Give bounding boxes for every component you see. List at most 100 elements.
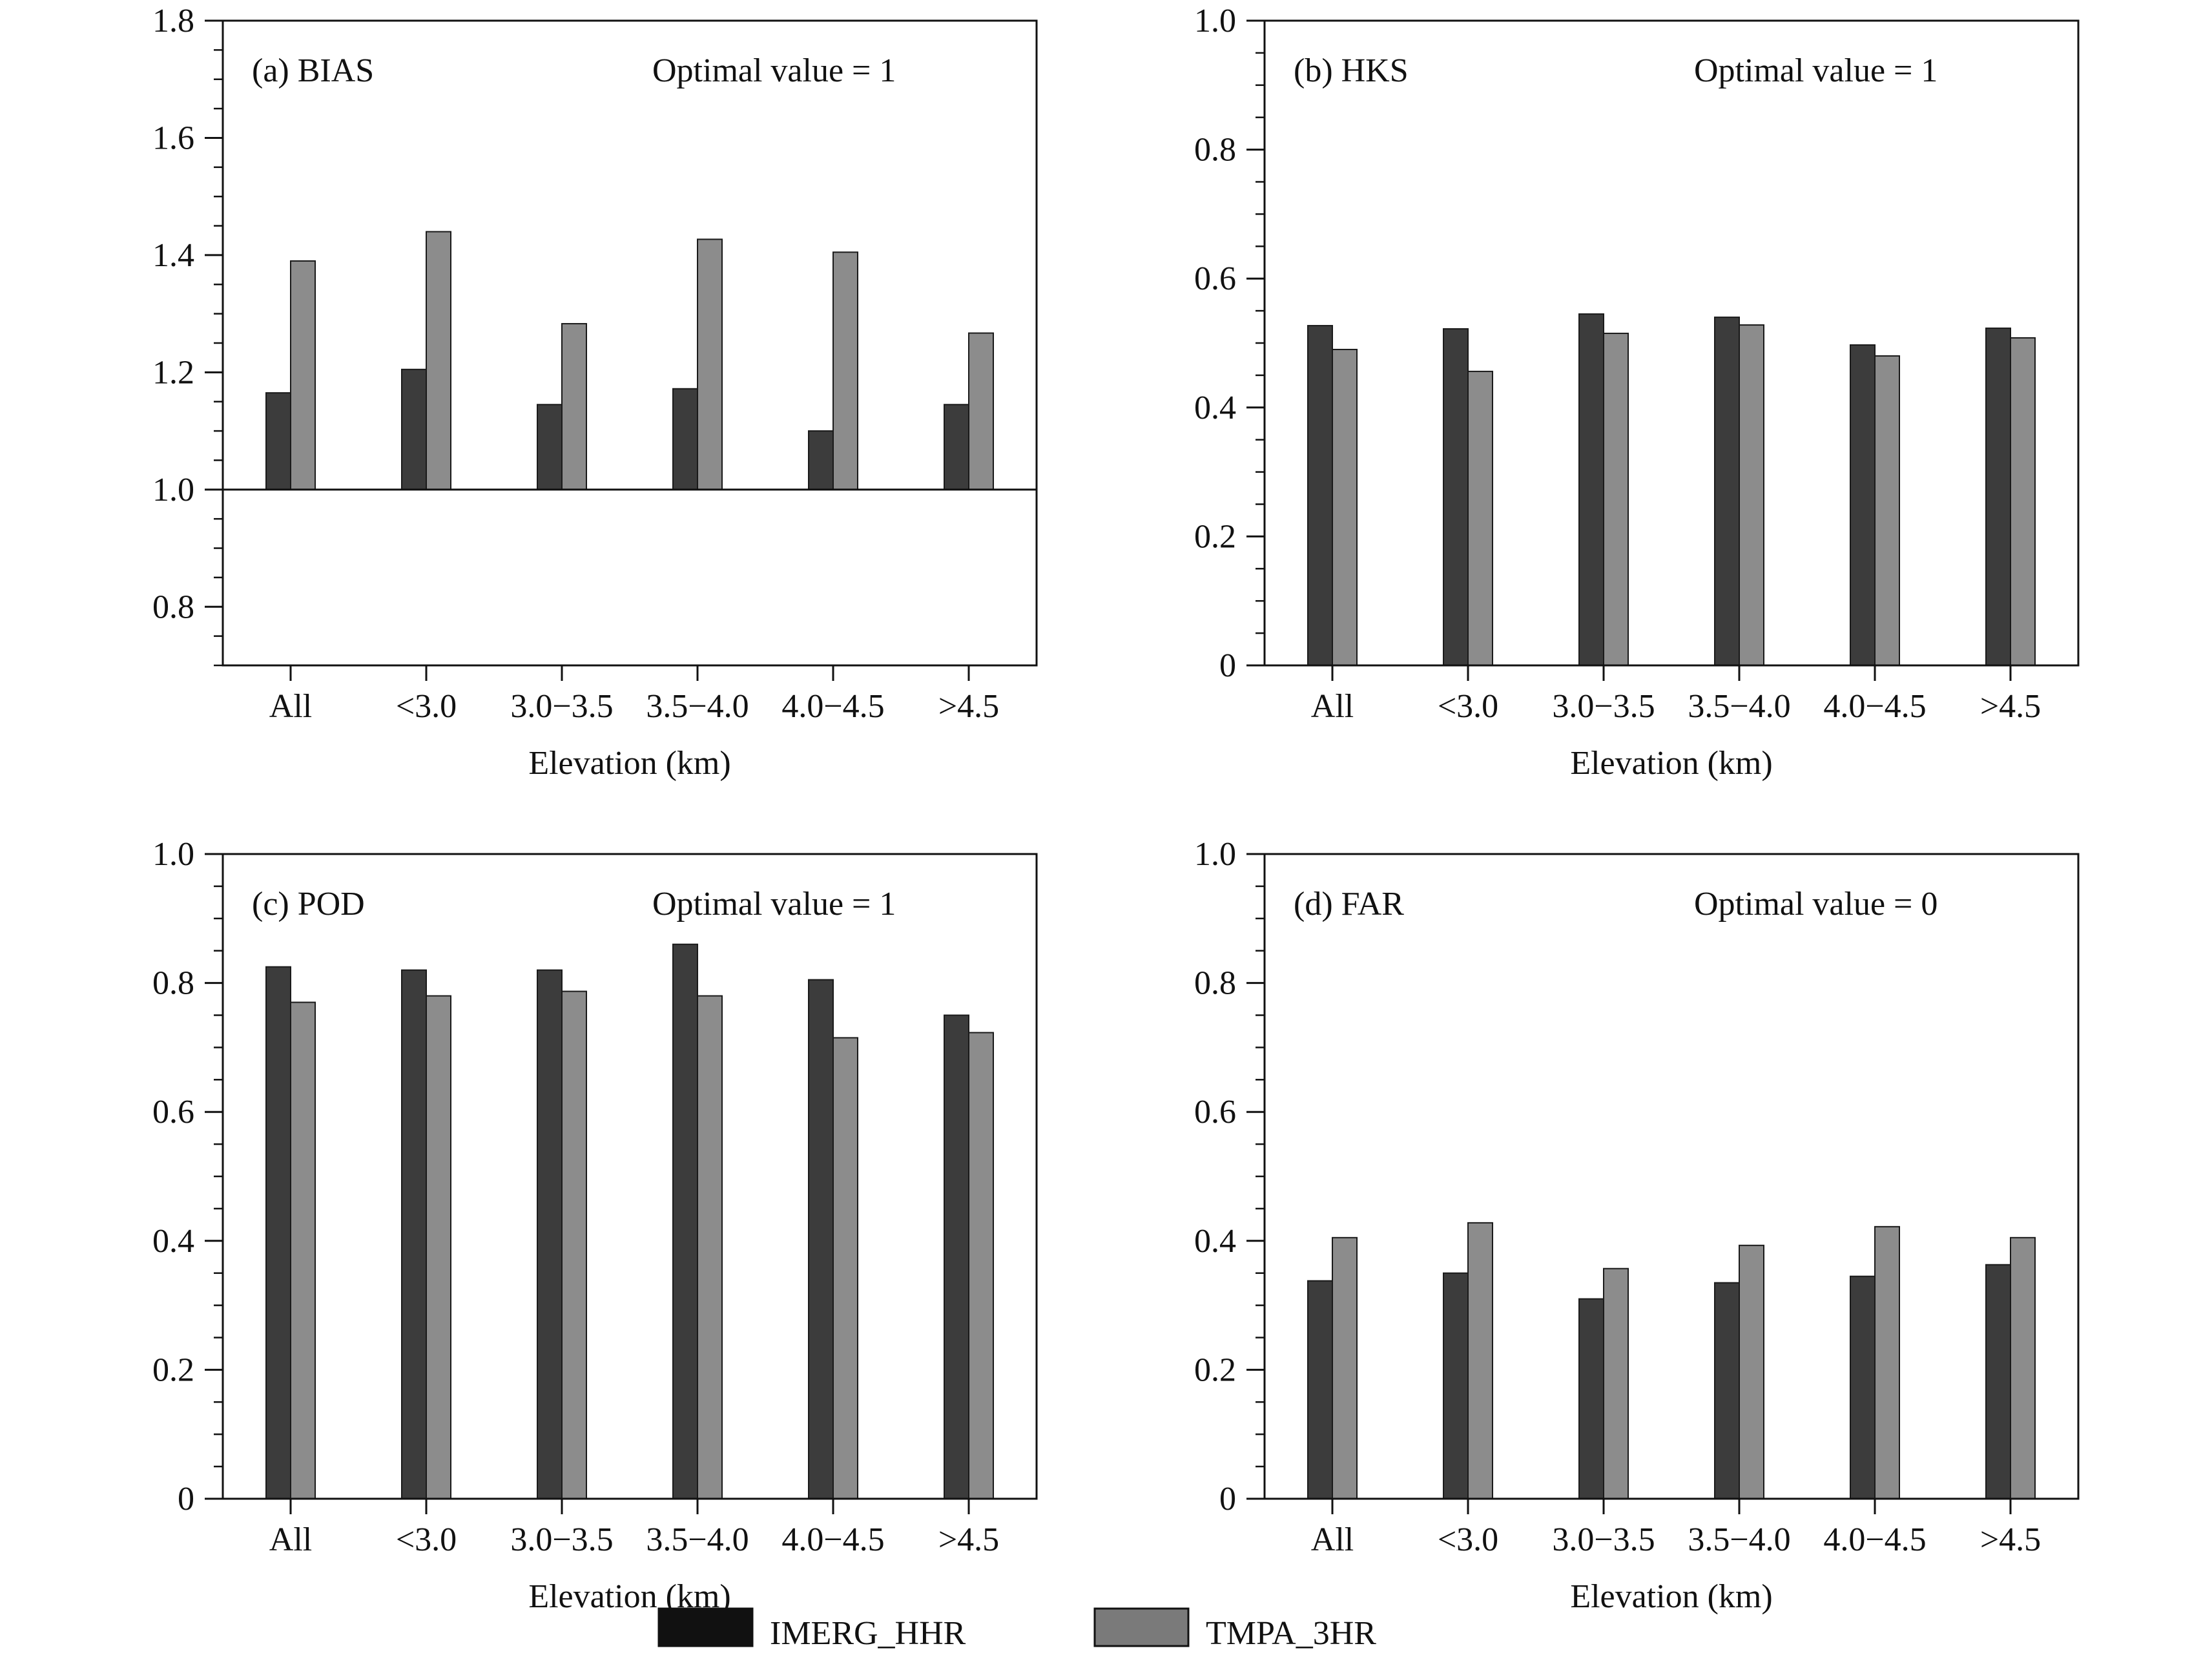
y-tick-label: 1.0 xyxy=(1194,836,1236,873)
plot-frame xyxy=(222,853,1038,1500)
bar-imerg-4 xyxy=(808,979,834,1499)
bar-imerg-5 xyxy=(944,404,969,490)
y-tick-label: 1.0 xyxy=(1194,3,1236,39)
bar-tmpa-4 xyxy=(832,1037,858,1500)
bar-tmpa-5 xyxy=(968,1032,994,1500)
y-tick-label: 1.8 xyxy=(152,3,194,39)
x-tick-label: All xyxy=(1311,1521,1354,1558)
optimal-value-label: Optimal value = 0 xyxy=(1694,886,1938,923)
bar-tmpa-5 xyxy=(2010,1236,2036,1500)
bar-imerg-3 xyxy=(1714,317,1740,666)
bar-imerg-5 xyxy=(1985,1264,2011,1499)
plot-frame xyxy=(222,19,1038,667)
panel-label: (a) BIAS xyxy=(252,52,374,89)
x-tick-label: <3.0 xyxy=(1438,1521,1498,1558)
bar-tmpa-3 xyxy=(1739,1244,1764,1499)
x-tick-label: >4.5 xyxy=(1980,1521,2041,1558)
chart-panel-4: 0 0.2 0.4 0.6 0.8 1.0 All <3.0 3.0−3.5 3.5−4.0 4.0… xyxy=(1194,836,2080,1615)
y-tick-label: 0.8 xyxy=(152,589,194,625)
bar-imerg-4 xyxy=(1850,1275,1876,1499)
x-tick-label: >4.5 xyxy=(938,1521,999,1558)
bar-imerg-5 xyxy=(944,1014,969,1499)
x-tick-label: 4.0−4.5 xyxy=(781,688,884,725)
bar-imerg-3 xyxy=(672,388,698,490)
panel-label: (d) FAR xyxy=(1294,886,1404,923)
x-tick-label: <3.0 xyxy=(396,688,457,725)
legend: IMERG_HHR TMPA_3HR xyxy=(657,1607,1376,1652)
bar-imerg-1 xyxy=(401,368,427,490)
chart-panel-2: 0 0.2 0.4 0.6 0.8 1.0 All <3.0 3.0−3.5 3.5−4.0 4.0… xyxy=(1194,3,2080,782)
x-tick-label: 3.5−4.0 xyxy=(646,1521,749,1558)
bar-tmpa-1 xyxy=(426,231,451,490)
bar-imerg-2 xyxy=(1578,1298,1604,1499)
bar-tmpa-1 xyxy=(1467,1222,1493,1499)
chart-panel-3: 0 0.2 0.4 0.6 0.8 1.0 All <3.0 3.0−3.5 3.5−4.0 4.0… xyxy=(152,836,1038,1615)
bar-imerg-3 xyxy=(672,943,698,1499)
panel-label: (b) HKS xyxy=(1294,52,1409,89)
y-tick-label: 0.2 xyxy=(152,1351,194,1388)
y-tick-label: 0.2 xyxy=(1194,1351,1236,1388)
bar-imerg-3 xyxy=(1714,1282,1740,1500)
x-tick-label: 3.0−3.5 xyxy=(510,688,613,725)
y-tick-label: 0.8 xyxy=(1194,132,1236,169)
bar-imerg-2 xyxy=(537,969,563,1499)
y-tick-label: 0 xyxy=(178,1481,194,1517)
bar-tmpa-1 xyxy=(1467,370,1493,666)
x-tick-label: All xyxy=(1311,688,1354,725)
x-tick-label: <3.0 xyxy=(396,1521,457,1558)
bar-imerg-0 xyxy=(1307,1280,1333,1500)
y-tick-label: 1.2 xyxy=(152,354,194,391)
bar-tmpa-5 xyxy=(968,332,994,490)
bar-tmpa-0 xyxy=(1332,1236,1358,1500)
y-tick-label: 0.4 xyxy=(1194,390,1236,426)
bar-imerg-4 xyxy=(1850,344,1876,667)
x-tick-label: 4.0−4.5 xyxy=(781,1521,884,1558)
y-tick-label: 0.4 xyxy=(1194,1223,1236,1260)
bar-tmpa-3 xyxy=(1739,324,1764,666)
bar-tmpa-2 xyxy=(561,990,587,1499)
y-tick-label: 0.6 xyxy=(152,1094,194,1131)
x-axis-title: Elevation (km) xyxy=(1570,1578,1772,1615)
x-axis-title: Elevation (km) xyxy=(1570,745,1772,782)
bar-imerg-2 xyxy=(537,404,563,490)
bar-imerg-2 xyxy=(1578,313,1604,666)
y-tick-label: 0.8 xyxy=(152,965,194,1002)
x-tick-label: 3.5−4.0 xyxy=(1688,1521,1790,1558)
bar-tmpa-3 xyxy=(697,995,723,1500)
bar-imerg-1 xyxy=(1443,1272,1469,1499)
bar-tmpa-1 xyxy=(426,995,451,1500)
bar-imerg-5 xyxy=(1985,328,2011,666)
bar-imerg-0 xyxy=(265,966,291,1499)
x-tick-label: All xyxy=(269,688,312,725)
x-tick-label: >4.5 xyxy=(938,688,999,725)
legend-swatch-imerg xyxy=(657,1607,754,1647)
bar-imerg-4 xyxy=(808,430,834,490)
x-tick-label: 4.0−4.5 xyxy=(1823,688,1926,725)
bar-tmpa-4 xyxy=(1874,1225,1900,1499)
y-tick-label: 1.6 xyxy=(152,120,194,156)
y-tick-label: 0 xyxy=(1219,647,1236,684)
y-tick-label: 0 xyxy=(1219,1481,1236,1517)
bar-imerg-0 xyxy=(1307,325,1333,666)
bar-tmpa-5 xyxy=(2010,337,2036,666)
y-tick-label: 0.4 xyxy=(152,1223,194,1260)
bar-tmpa-2 xyxy=(561,323,587,490)
plot-frame xyxy=(1263,853,2080,1500)
y-tick-label: 1.4 xyxy=(152,237,194,274)
y-tick-label: 0.8 xyxy=(1194,965,1236,1002)
x-tick-label: 3.0−3.5 xyxy=(1552,1521,1655,1558)
bar-tmpa-4 xyxy=(832,251,858,490)
optimal-value-label: Optimal value = 1 xyxy=(1694,52,1938,89)
plot-frame xyxy=(1263,19,2080,667)
x-tick-label: All xyxy=(269,1521,312,1558)
x-tick-label: >4.5 xyxy=(1980,688,2041,725)
legend-swatch-tmpa xyxy=(1093,1607,1190,1647)
chart-panel-1: 0.8 1.0 1.2 1.4 1.6 1.8 All <3.0 3.0−3.5 3.5−4.0 4… xyxy=(152,3,1038,782)
x-tick-label: <3.0 xyxy=(1438,688,1498,725)
bar-imerg-0 xyxy=(265,392,291,490)
bar-tmpa-0 xyxy=(1332,348,1358,666)
bar-tmpa-4 xyxy=(1874,355,1900,667)
legend-label-imerg: IMERG_HHR xyxy=(770,1615,966,1652)
bar-tmpa-2 xyxy=(1603,1267,1629,1499)
